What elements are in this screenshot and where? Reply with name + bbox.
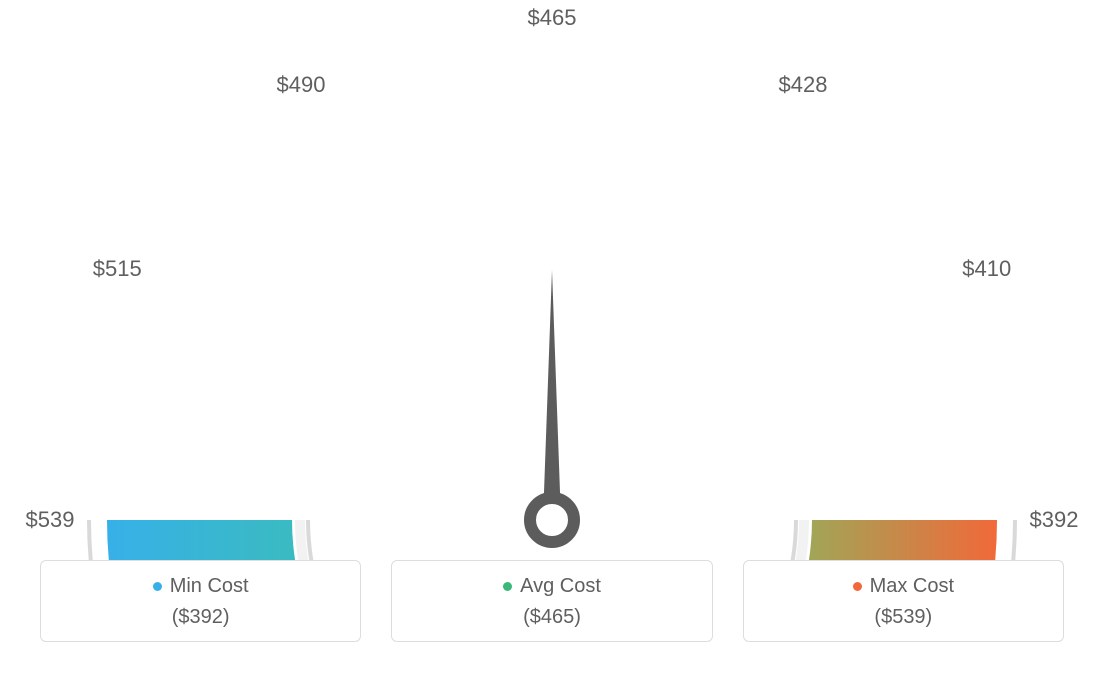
gauge-svg [0, 0, 1104, 560]
legend-min: Min Cost ($392) [40, 560, 361, 642]
legend-min-title: Min Cost [41, 575, 360, 598]
legend-max-title: Max Cost [744, 575, 1063, 598]
legend-avg-label: Avg Cost [520, 575, 601, 597]
legend-avg-title: Avg Cost [392, 575, 711, 598]
gauge-tick-label: $539 [26, 507, 75, 533]
legend-avg: Avg Cost ($465) [391, 560, 712, 642]
gauge-tick-label: $410 [962, 256, 1011, 282]
gauge-tick-label: $392 [1030, 507, 1079, 533]
gauge-chart: $392 $410 $428 $465 $490 $515 $539 [0, 0, 1104, 560]
legend-min-label: Min Cost [170, 575, 249, 597]
gauge-tick-label: $465 [528, 5, 577, 31]
legend-max-label: Max Cost [870, 575, 954, 597]
legend-min-dot [153, 582, 162, 591]
legend-row: Min Cost ($392) Avg Cost ($465) Max Cost… [0, 560, 1104, 662]
legend-avg-value: ($465) [392, 606, 711, 629]
legend-min-value: ($392) [41, 606, 360, 629]
legend-max: Max Cost ($539) [743, 560, 1064, 642]
legend-max-value: ($539) [744, 606, 1063, 629]
gauge-tick-label: $428 [779, 72, 828, 98]
legend-avg-dot [503, 582, 512, 591]
gauge-tick-label: $515 [93, 256, 142, 282]
legend-max-dot [853, 582, 862, 591]
gauge-tick-label: $490 [277, 72, 326, 98]
